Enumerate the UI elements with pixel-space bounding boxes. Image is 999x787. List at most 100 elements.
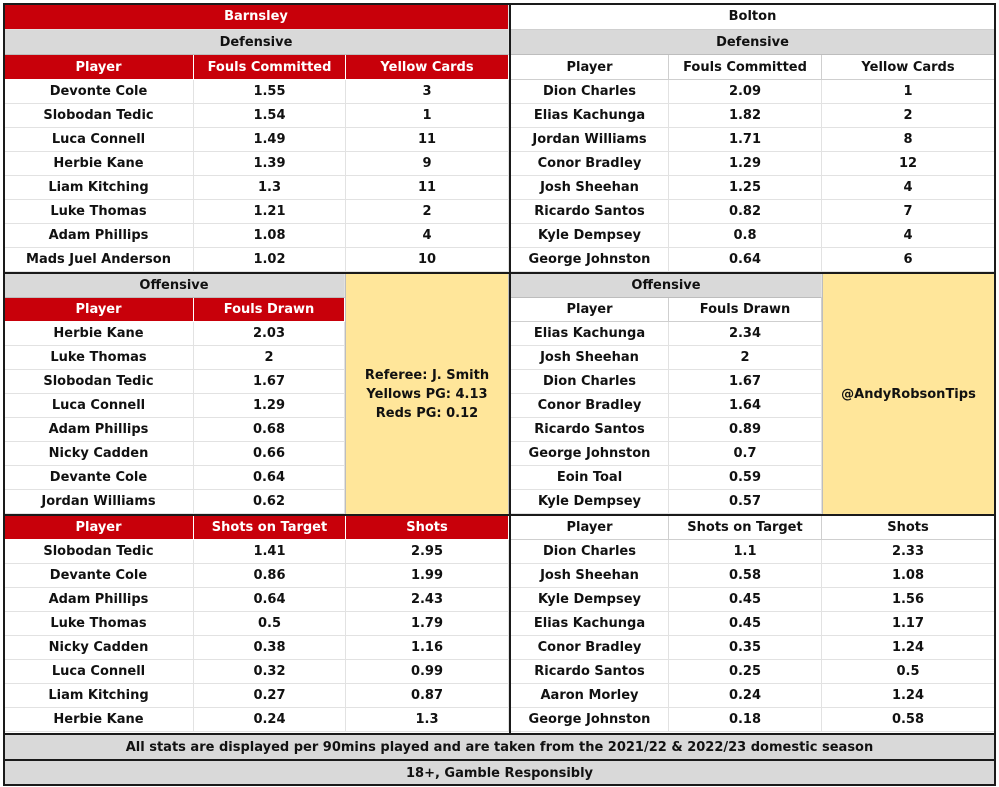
stat-cell: 0.45 — [669, 588, 822, 612]
bolton-shots-section: Player Shots on Target Shots Dion Charle… — [511, 516, 995, 732]
col-header: Player — [4, 298, 194, 322]
table-row: Elias Kachunga 2.34 — [511, 322, 822, 346]
bolton-defensive-table: Dion Charles 2.09 1 Elias Kachunga 1.82 2 Jord… — [511, 80, 995, 272]
player-name-cell: Josh Sheehan — [511, 176, 669, 200]
table-row: Josh Sheehan 2 — [511, 346, 822, 370]
player-name-cell: Luke Thomas — [4, 346, 194, 370]
table-row: Adam Phillips 0.68 — [4, 418, 345, 442]
table-row: Conor Bradley 0.35 1.24 — [511, 636, 995, 660]
table-row: Devante Cole 0.64 — [4, 466, 345, 490]
bolton-defensive-label: Defensive — [511, 30, 995, 55]
team-title-barnsley: Barnsley — [4, 4, 509, 30]
player-name-cell: Dion Charles — [511, 80, 669, 104]
player-name-cell: Luca Connell — [4, 660, 194, 684]
table-row: Liam Kitching 0.27 0.87 — [4, 684, 509, 708]
stat-cell: 1.54 — [194, 104, 346, 128]
player-name-cell: Slobodan Tedic — [4, 540, 194, 564]
stat-cell: 2 — [669, 346, 822, 370]
barnsley-defensive-label: Defensive — [4, 30, 509, 55]
player-name-cell: Nicky Cadden — [4, 636, 194, 660]
player-name-cell: Adam Phillips — [4, 588, 194, 612]
stat-cell: 0.64 — [669, 248, 822, 272]
stat-cell: 6 — [822, 248, 995, 272]
bolton-offensive-section: Offensive Player Fouls Drawn Elias Kachu… — [511, 274, 822, 514]
table-row: Dion Charles 2.09 1 — [511, 80, 995, 104]
bolton-shots-table: Dion Charles 1.1 2.33 Josh Sheehan 0.58 1.08 K… — [511, 540, 995, 732]
stat-cell: 0.89 — [669, 418, 822, 442]
stat-cell: 1.3 — [346, 708, 509, 732]
table-row: Conor Bradley 1.29 12 — [511, 152, 995, 176]
col-header: Fouls Committed — [669, 55, 822, 80]
table-row: George Johnston 0.64 6 — [511, 248, 995, 272]
social-handle: @AndyRobsonTips — [841, 387, 976, 402]
footer-note: All stats are displayed per 90mins playe… — [4, 733, 995, 759]
stat-cell: 0.87 — [346, 684, 509, 708]
section-divider — [3, 514, 996, 516]
table-row: Josh Sheehan 1.25 4 — [511, 176, 995, 200]
stat-cell: 0.24 — [669, 684, 822, 708]
col-header: Fouls Committed — [194, 55, 346, 80]
stat-cell: 7 — [822, 200, 995, 224]
table-row: Eoin Toal 0.59 — [511, 466, 822, 490]
player-name-cell: Elias Kachunga — [511, 322, 669, 346]
table-row: Josh Sheehan 0.58 1.08 — [511, 564, 995, 588]
stat-cell: 0.62 — [194, 490, 345, 514]
table-row: Kyle Dempsey 0.45 1.56 — [511, 588, 995, 612]
stat-cell: 2 — [346, 200, 509, 224]
col-header: Fouls Drawn — [669, 298, 822, 322]
stat-cell: 2.34 — [669, 322, 822, 346]
stat-cell: 0.7 — [669, 442, 822, 466]
player-name-cell: Mads Juel Anderson — [4, 248, 194, 272]
stat-cell: 1.55 — [194, 80, 346, 104]
player-name-cell: George Johnston — [511, 708, 669, 732]
stat-cell: 0.35 — [669, 636, 822, 660]
center-divider — [509, 3, 511, 734]
footer-disclaimer: 18+, Gamble Responsibly — [4, 759, 995, 785]
table-row: Dion Charles 1.1 2.33 — [511, 540, 995, 564]
stat-cell: 0.64 — [194, 588, 346, 612]
table-row: Adam Phillips 0.64 2.43 — [4, 588, 509, 612]
stat-cell: 0.38 — [194, 636, 346, 660]
player-name-cell: Adam Phillips — [4, 224, 194, 248]
stat-cell: 0.5 — [194, 612, 346, 636]
col-header: Player — [511, 298, 669, 322]
stat-cell: 11 — [346, 176, 509, 200]
barnsley-offensive-section: Offensive Player Fouls Drawn Herbie Kane… — [4, 274, 345, 514]
col-header: Player — [511, 55, 669, 80]
stat-cell: 1.64 — [669, 394, 822, 418]
stat-cell: 8 — [822, 128, 995, 152]
stat-cell: 0.86 — [194, 564, 346, 588]
player-name-cell: Luca Connell — [4, 128, 194, 152]
table-row: Herbie Kane 1.39 9 — [4, 152, 509, 176]
stat-cell: 1.49 — [194, 128, 346, 152]
player-name-cell: Herbie Kane — [4, 322, 194, 346]
col-header: Player — [4, 55, 194, 80]
table-row: Devante Cole 0.86 1.99 — [4, 564, 509, 588]
col-header: Shots — [346, 516, 509, 540]
stat-cell: 0.24 — [194, 708, 346, 732]
table-row: Conor Bradley 1.64 — [511, 394, 822, 418]
referee-yellows: Yellows PG: 4.13 — [366, 387, 488, 402]
table-row: Mads Juel Anderson 1.02 10 — [4, 248, 509, 272]
table-row: Dion Charles 1.67 — [511, 370, 822, 394]
stat-cell: 1 — [822, 80, 995, 104]
referee-reds: Reds PG: 0.12 — [375, 406, 479, 421]
player-name-cell: Josh Sheehan — [511, 564, 669, 588]
table-row: Devonte Cole 1.55 3 — [4, 80, 509, 104]
table-row: Nicky Cadden 0.38 1.16 — [4, 636, 509, 660]
stat-cell: 1.41 — [194, 540, 346, 564]
table-row: Herbie Kane 0.24 1.3 — [4, 708, 509, 732]
stat-cell: 2.33 — [822, 540, 995, 564]
stat-cell: 1.1 — [669, 540, 822, 564]
player-name-cell: Jordan Williams — [4, 490, 194, 514]
stat-cell: 0.66 — [194, 442, 345, 466]
stat-cell: 11 — [346, 128, 509, 152]
stat-cell: 2 — [822, 104, 995, 128]
stat-cell: 0.68 — [194, 418, 345, 442]
stat-cell: 2.03 — [194, 322, 345, 346]
stat-cell: 0.45 — [669, 612, 822, 636]
bolton-offensive-label: Offensive — [511, 274, 822, 298]
player-name-cell: Kyle Dempsey — [511, 224, 669, 248]
stat-cell: 0.58 — [822, 708, 995, 732]
table-row: George Johnston 0.7 — [511, 442, 822, 466]
